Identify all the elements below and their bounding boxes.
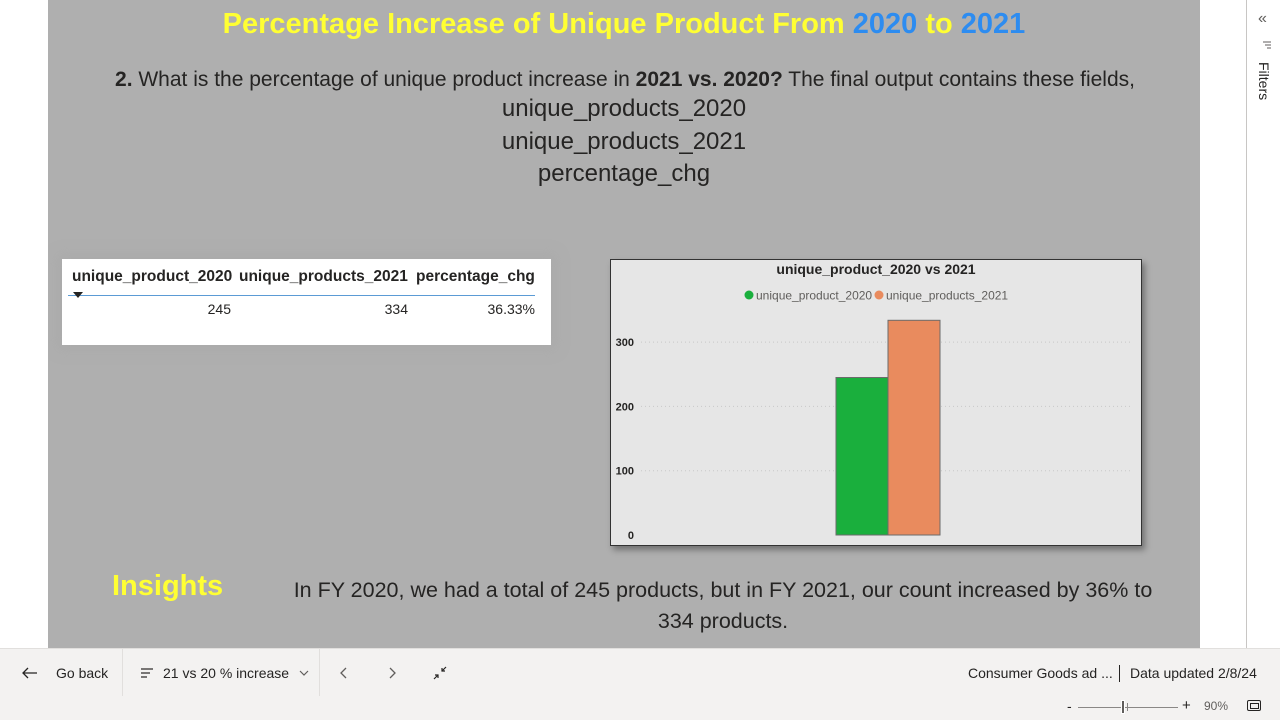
- bar-chart-visual[interactable]: unique_product_2020 vs 2021 unique_produc…: [610, 259, 1142, 546]
- question-number: 2.: [115, 68, 133, 91]
- column-header-unique-products-2021[interactable]: unique_products_2021: [239, 268, 408, 285]
- exit-focus-icon: [433, 666, 447, 680]
- fit-to-page-icon[interactable]: [1247, 700, 1261, 711]
- prev-page-button[interactable]: [332, 661, 356, 685]
- nav-separator: [319, 649, 320, 697]
- back-arrow-icon: [22, 667, 37, 679]
- data-updated-text: Data updated 2/8/24: [1130, 665, 1257, 681]
- zoom-slider-thumb[interactable]: [1121, 700, 1125, 714]
- chevron-down-icon: [299, 670, 309, 676]
- title-prefix: Percentage Increase of Unique Product Fr…: [222, 8, 853, 40]
- cell-percentage-chg: 36.33%: [487, 301, 535, 317]
- go-back-label: Go back: [56, 665, 109, 681]
- nav-divider: [1119, 665, 1120, 682]
- bar-chart: unique_product_2020 vs 2021 unique_produc…: [616, 261, 1131, 542]
- question-bold: 2021 vs. 2020?: [635, 68, 783, 91]
- legend-marker: [874, 290, 884, 300]
- go-back-button[interactable]: Go back: [22, 649, 108, 697]
- filters-pane[interactable]: [1246, 0, 1280, 648]
- bar-unique-products-2021: [887, 319, 941, 536]
- table: unique_product_2020 unique_products_2021…: [68, 265, 535, 322]
- legend-label: unique_products_2021: [886, 289, 1008, 303]
- y-tick-label: 300: [616, 337, 634, 349]
- title-year-2020: 2020: [852, 8, 918, 40]
- filters-label[interactable]: Filters: [1256, 62, 1272, 101]
- chart-title: unique_product_2020 vs 2021: [776, 261, 975, 277]
- question-text: 2. What is the percentage of unique prod…: [80, 64, 1170, 96]
- sort-descending-icon[interactable]: [73, 292, 83, 298]
- nav-separator: [122, 649, 123, 697]
- zoom-slider-tick: [1127, 703, 1128, 711]
- zoom-out-button[interactable]: -: [1067, 698, 1072, 714]
- cell-unique-product-2020: 245: [207, 301, 231, 317]
- table-row[interactable]: 245 334 36.33%: [68, 296, 535, 322]
- page-selector-dropdown[interactable]: 21 vs 20 % increase: [141, 649, 309, 697]
- table-visual[interactable]: unique_product_2020 unique_products_2021…: [62, 259, 551, 345]
- collapse-pane-icon[interactable]: «: [1258, 10, 1267, 27]
- column-header-percentage-chg[interactable]: percentage_chg: [416, 268, 535, 285]
- legend-label: unique_product_2020: [756, 289, 872, 303]
- page-name: 21 vs 20 % increase: [163, 665, 290, 681]
- field-list: unique_products_2020 unique_products_202…: [48, 93, 1200, 191]
- question-tail: The final output contains these fields,: [782, 68, 1135, 91]
- exit-focus-button[interactable]: [428, 661, 452, 685]
- page-title: Percentage Increase of Unique Product Fr…: [48, 8, 1200, 41]
- question-body: What is the percentage of unique product…: [132, 68, 636, 91]
- y-tick-label: 200: [616, 401, 634, 413]
- filter-icon: [1263, 41, 1271, 49]
- cell-unique-products-2021: 334: [384, 301, 408, 317]
- field-item: percentage_chg: [537, 160, 711, 187]
- column-header-unique-product-2020[interactable]: unique_product_2020: [72, 268, 233, 285]
- y-tick-label: 100: [616, 466, 634, 478]
- next-page-button[interactable]: [380, 661, 404, 685]
- status-bar: - + 90%: [0, 696, 1280, 720]
- zoom-level[interactable]: 90%: [1204, 699, 1229, 713]
- insights-text: In FY 2020, we had a total of 245 produc…: [293, 578, 1153, 633]
- title-year-2021: 2021: [960, 8, 1026, 40]
- y-tick-label: 0: [628, 530, 634, 542]
- pages-list-icon: [141, 668, 153, 678]
- legend-marker: [744, 290, 754, 300]
- field-item: unique_products_2021: [501, 127, 747, 155]
- bottom-nav-bar: Go back 21 vs 20 % increase Consum: [0, 648, 1280, 697]
- zoom-slider-track[interactable]: [1078, 707, 1178, 708]
- field-item: unique_products_2020: [501, 95, 747, 122]
- report-canvas: Percentage Increase of Unique Product Fr…: [48, 0, 1200, 648]
- table-header-row: unique_product_2020 unique_products_2021…: [68, 265, 535, 296]
- zoom-in-button[interactable]: +: [1182, 697, 1191, 714]
- report-name: Consumer Goods ad ...: [968, 665, 1113, 681]
- bar-unique-product-2020: [835, 377, 889, 536]
- title-mid: to: [917, 8, 961, 40]
- insights-label: Insights: [112, 570, 224, 602]
- prev-page-icon: [340, 667, 347, 679]
- next-page-icon: [389, 667, 396, 679]
